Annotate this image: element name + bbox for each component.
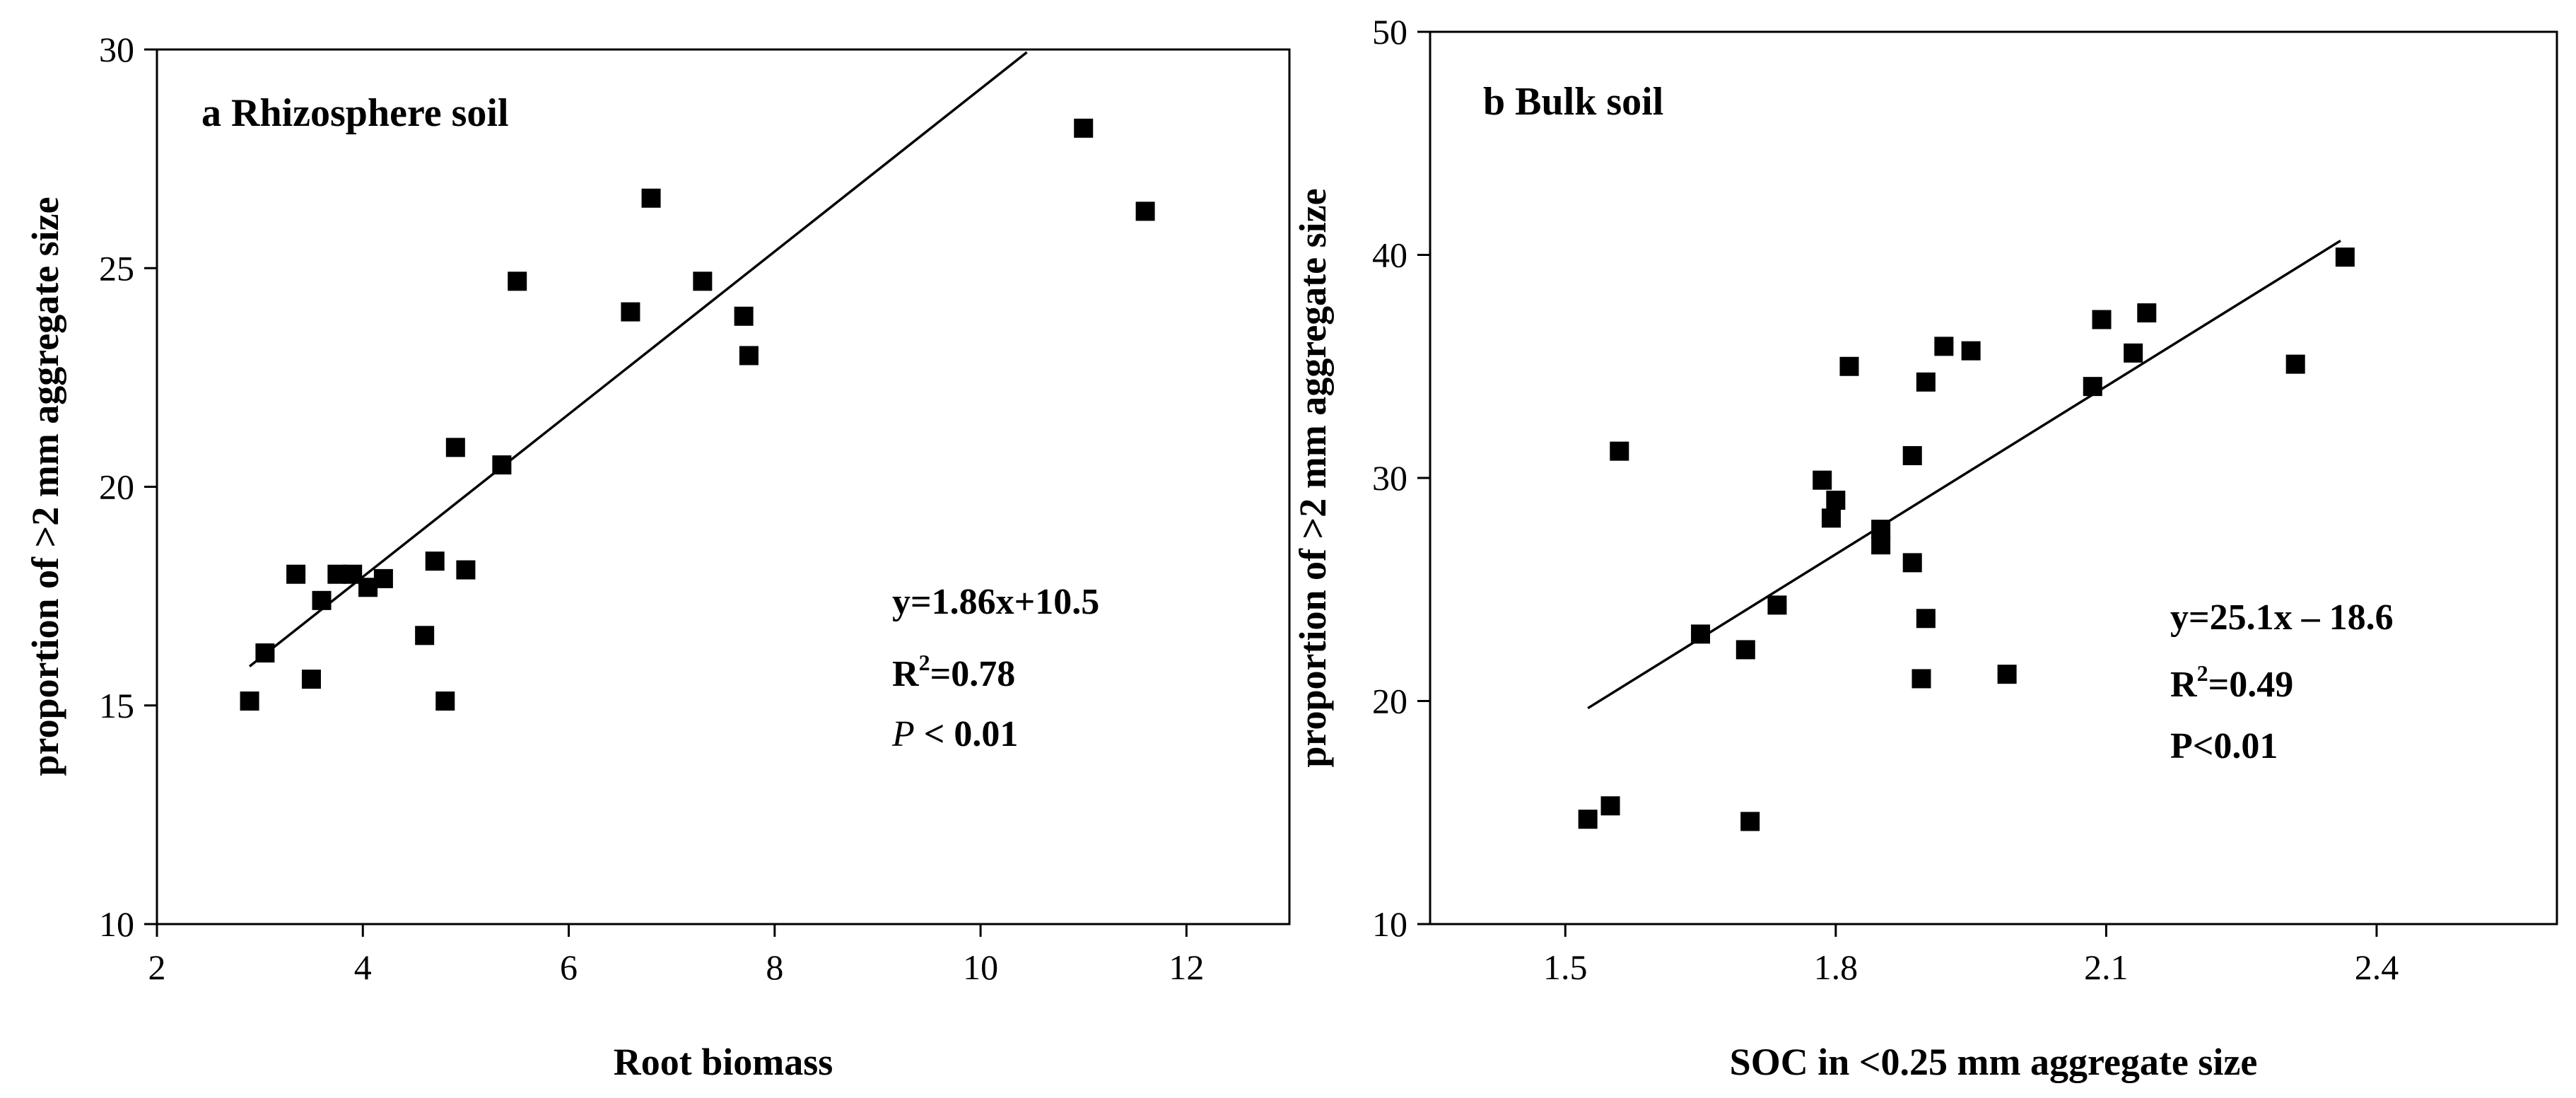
- panel-b-y-axis-title: proportion of >2 mm aggregate size: [1292, 188, 1334, 767]
- panel-b-data-point: [2083, 377, 2102, 397]
- panel-b-data-point: [1902, 445, 1922, 465]
- panel-b-data-point: [1740, 812, 1760, 831]
- panel-a-data-point: [415, 626, 435, 646]
- panel-b-x-tick-label: 2.4: [2355, 947, 2399, 987]
- panel-b-r-value: =0.49: [2208, 665, 2294, 705]
- panel-b-data-point: [1821, 508, 1841, 528]
- panel-b-data-point: [2285, 354, 2305, 374]
- panel-b-bulk-soil: 1.5 1.8 2.1 2.4 10 20 30 40 50 b Bulk soil SOC i…: [1292, 12, 2558, 1083]
- panel-b-regression-line: [1587, 239, 2341, 710]
- panel-a-data-point: [693, 271, 713, 291]
- panel-a-r-superscript: 2: [919, 650, 930, 675]
- panel-b-data-point: [1839, 356, 1859, 376]
- panel-a-x-tick-label: 4: [354, 947, 372, 987]
- panel-a-regression-line: [248, 51, 1028, 667]
- panel-b-y-tick-label: 10: [1372, 904, 1407, 944]
- panel-b-data-point: [1767, 595, 1787, 615]
- panel-a-data-point: [739, 346, 759, 366]
- panel-b-data-point: [1610, 441, 1629, 461]
- panel-a-y-tick-label: 25: [99, 248, 134, 288]
- panel-a-data-point: [301, 670, 321, 689]
- panel-a-r-squared: R2=0.78: [892, 650, 1015, 694]
- panel-a-equation: y=1.86x+10.5: [892, 582, 1099, 622]
- panel-b-data-point: [2137, 303, 2157, 323]
- panel-a-x-tick-label: 6: [560, 947, 578, 987]
- panel-b-data-point: [1934, 337, 1954, 356]
- panel-b-points: [1578, 239, 2355, 831]
- panel-a-y-tick-label: 10: [99, 904, 134, 944]
- panel-b-r-superscript: 2: [2197, 660, 2208, 686]
- panel-a-title: a Rhizosphere soil: [201, 91, 509, 135]
- panel-a-rhizosphere-soil: 2 4 6 8 10 12 10 15 20 25 30 a Rhizosphere soil Ro…: [24, 30, 1291, 1083]
- panel-b-data-point: [1961, 341, 1981, 361]
- panel-b-data-point: [1826, 491, 1846, 510]
- panel-a-x-tick-label: 2: [148, 947, 166, 987]
- panel-a-x-axis-title: Root biomass: [614, 1041, 833, 1083]
- panel-b-data-point: [1813, 470, 1832, 490]
- panel-a-y-axis-title: proportion of >2 mm aggregate size: [24, 197, 66, 776]
- panel-a-data-point: [312, 590, 332, 610]
- panel-b-data-point: [1916, 372, 1936, 392]
- panel-b-data-point: [1911, 669, 1931, 689]
- panel-a-x-tick-label: 12: [1169, 947, 1204, 987]
- panel-a-data-point: [641, 188, 661, 208]
- panel-a-x-tick-label: 8: [766, 947, 783, 987]
- panel-a-data-point: [373, 568, 393, 588]
- panel-a-data-point: [435, 691, 455, 711]
- panel-a-plot-frame: [156, 48, 1291, 925]
- panel-a-data-point: [255, 643, 275, 663]
- panel-b-data-point: [2335, 247, 2355, 267]
- panel-b-data-point: [1600, 796, 1620, 816]
- panel-a-data-point: [1074, 118, 1094, 138]
- panel-b-x-tick-label: 1.8: [1814, 947, 1858, 987]
- panel-a-data-point: [734, 306, 754, 326]
- panel-a-y-tick-label: 30: [99, 30, 134, 69]
- panel-b-r-squared: R2=0.49: [2170, 660, 2293, 705]
- panel-a-data-point: [240, 691, 259, 711]
- panel-b-data-point: [1902, 553, 1922, 573]
- panel-a-data-point: [286, 564, 306, 584]
- panel-b-equation: y=25.1x – 18.6: [2170, 597, 2394, 638]
- panel-a-data-point: [1135, 202, 1155, 221]
- panel-a-x-tick-label: 10: [963, 947, 998, 987]
- panel-b-r-label: R: [2170, 665, 2198, 705]
- panel-a-y-tick-label: 20: [99, 467, 134, 507]
- panel-a-data-point: [508, 271, 527, 291]
- panel-b-y-tick-label: 20: [1372, 682, 1407, 721]
- panel-a-data-point: [621, 302, 640, 322]
- panel-b-y-tick-label: 40: [1372, 235, 1407, 275]
- panel-a-ticks: 2 4 6 8 10 12 10 15 20 25 30: [99, 30, 1204, 987]
- panel-b-x-tick-label: 2.1: [2084, 947, 2129, 987]
- panel-b-data-point: [1735, 640, 1755, 660]
- panel-b-x-axis-title: SOC in <0.25 mm aggregate size: [1730, 1041, 2258, 1083]
- panel-b-data-point: [1997, 665, 2017, 684]
- panel-b-data-point: [2092, 310, 2112, 329]
- panel-a-data-point: [425, 551, 445, 571]
- panel-b-x-tick-label: 1.5: [1543, 947, 1588, 987]
- panel-a-data-point: [445, 438, 465, 457]
- panel-b-data-point: [1578, 810, 1598, 829]
- panel-b-ticks: 1.5 1.8 2.1 2.4 10 20 30 40 50: [1372, 12, 2399, 987]
- panel-a-data-point: [492, 455, 512, 475]
- panel-b-p-value: P<0.01: [2170, 726, 2278, 766]
- panel-a-data-point: [456, 560, 476, 580]
- panel-a-points: [240, 51, 1155, 711]
- panel-a-r-value: =0.78: [930, 654, 1016, 694]
- panel-b-y-tick-label: 30: [1372, 458, 1407, 498]
- panel-b-y-tick-label: 50: [1372, 12, 1407, 52]
- panel-b-title: b Bulk soil: [1483, 80, 1663, 124]
- panel-a-r-label: R: [892, 654, 920, 694]
- panel-b-data-point: [1916, 609, 1936, 629]
- panel-b-data-point: [1691, 624, 1711, 644]
- panel-a-p-label: P: [891, 714, 915, 754]
- panel-b-data-point: [1871, 535, 1891, 555]
- panel-b-data-point: [2124, 343, 2143, 363]
- panel-b-p-number: P<0.01: [2170, 726, 2278, 766]
- panel-b-plot-frame: [1429, 30, 2558, 925]
- panel-a-p-value: P < 0.01: [891, 714, 1018, 754]
- panel-a-p-number: < 0.01: [915, 714, 1019, 754]
- panel-a-y-tick-label: 15: [99, 686, 134, 725]
